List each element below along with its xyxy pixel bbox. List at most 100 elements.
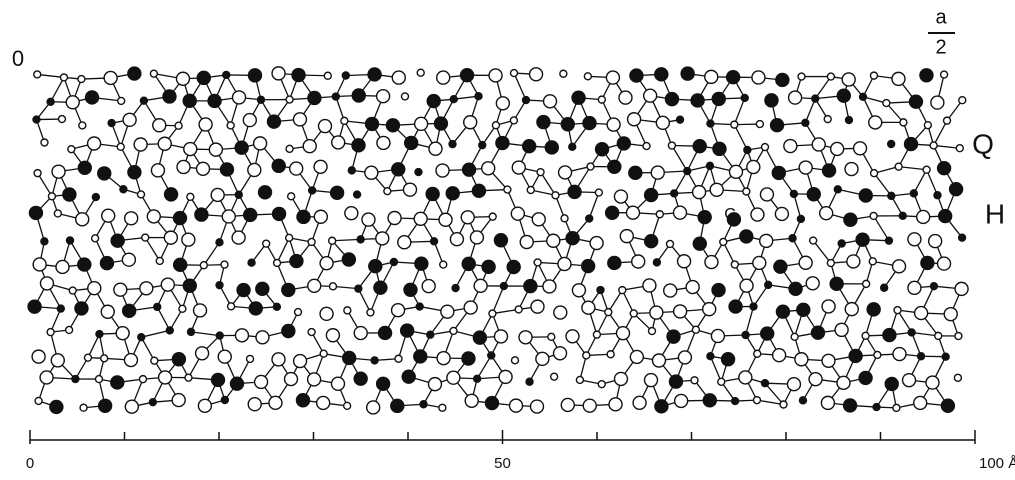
- atom: [763, 280, 773, 290]
- atom: [375, 89, 391, 104]
- lattice: [27, 66, 969, 415]
- atom: [649, 305, 664, 320]
- atom: [315, 395, 331, 411]
- atom: [137, 332, 146, 342]
- atom: [366, 308, 375, 317]
- atom: [330, 376, 346, 391]
- atom: [717, 377, 726, 386]
- bond: [476, 355, 492, 380]
- atom: [289, 253, 304, 269]
- atom: [33, 168, 42, 178]
- atom: [712, 141, 727, 157]
- atom: [429, 237, 439, 246]
- atom: [473, 278, 488, 294]
- atom: [210, 372, 226, 388]
- atom: [690, 93, 705, 108]
- atom: [797, 72, 806, 81]
- atom: [954, 331, 963, 341]
- atom: [509, 116, 519, 125]
- atom: [113, 282, 128, 297]
- atom: [868, 257, 877, 266]
- atom: [927, 233, 943, 249]
- atom: [414, 167, 423, 177]
- atom: [186, 192, 195, 202]
- atom: [127, 165, 142, 180]
- atom: [508, 398, 524, 413]
- atom: [172, 210, 188, 226]
- atom: [909, 189, 919, 198]
- atom: [319, 306, 334, 322]
- atom: [843, 212, 858, 227]
- atom: [370, 356, 379, 365]
- atom: [907, 328, 916, 337]
- atom: [750, 207, 765, 222]
- atom: [296, 209, 311, 225]
- atom: [841, 72, 856, 87]
- atom: [222, 70, 231, 80]
- atom: [402, 182, 418, 197]
- atom: [341, 350, 357, 366]
- atom: [215, 238, 224, 247]
- atom: [122, 112, 137, 128]
- atom: [394, 354, 403, 363]
- atom: [652, 258, 662, 267]
- atom: [163, 187, 179, 202]
- bond: [885, 102, 904, 123]
- atom: [351, 138, 366, 153]
- atom: [683, 166, 692, 176]
- atom: [78, 121, 87, 130]
- atom: [955, 144, 965, 153]
- atom: [40, 138, 49, 147]
- atom: [210, 187, 225, 203]
- atom: [589, 235, 604, 251]
- atom: [331, 92, 341, 101]
- atom: [650, 165, 665, 180]
- atom: [915, 209, 931, 225]
- atom: [256, 95, 266, 104]
- atom: [565, 329, 580, 344]
- atom: [307, 237, 316, 247]
- bond: [896, 309, 913, 333]
- bond: [812, 240, 832, 264]
- atom: [451, 283, 460, 293]
- atom: [446, 370, 461, 385]
- atom: [720, 352, 736, 367]
- bond: [793, 193, 802, 220]
- atom: [546, 233, 561, 248]
- atom: [533, 258, 542, 267]
- atom: [631, 254, 646, 269]
- atom: [421, 278, 436, 294]
- atom: [399, 323, 415, 338]
- atom: [464, 393, 479, 409]
- atom: [919, 68, 934, 83]
- atom: [157, 136, 172, 151]
- atom: [124, 399, 140, 414]
- atom: [619, 228, 635, 244]
- atom: [743, 145, 752, 155]
- atom: [119, 185, 128, 194]
- atom: [91, 192, 101, 202]
- atom: [884, 376, 899, 392]
- atom: [460, 210, 475, 225]
- atom: [242, 207, 258, 223]
- atom: [271, 206, 287, 222]
- atom: [329, 185, 345, 201]
- atom: [317, 118, 333, 134]
- bond: [276, 237, 290, 264]
- atom: [560, 214, 569, 223]
- atom: [292, 353, 308, 369]
- atom: [307, 186, 317, 195]
- atom: [836, 88, 852, 103]
- atom: [536, 114, 551, 130]
- atom: [730, 260, 739, 269]
- atom: [163, 230, 179, 245]
- atom: [107, 118, 116, 128]
- atom: [469, 230, 485, 245]
- bond: [607, 289, 623, 313]
- atom: [667, 141, 677, 150]
- atom: [798, 255, 813, 270]
- atom: [925, 375, 940, 390]
- atom: [97, 398, 113, 413]
- atom: [586, 162, 595, 171]
- atom: [39, 276, 55, 291]
